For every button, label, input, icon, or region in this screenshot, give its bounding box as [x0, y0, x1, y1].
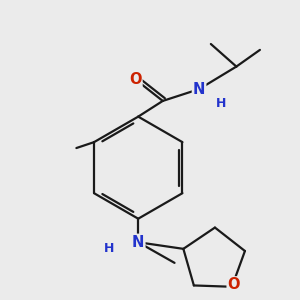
- Text: O: O: [228, 277, 240, 292]
- Text: H: H: [103, 242, 114, 255]
- Text: N: N: [132, 235, 144, 250]
- Text: N: N: [193, 82, 205, 97]
- Text: O: O: [129, 72, 142, 87]
- Text: H: H: [215, 98, 226, 110]
